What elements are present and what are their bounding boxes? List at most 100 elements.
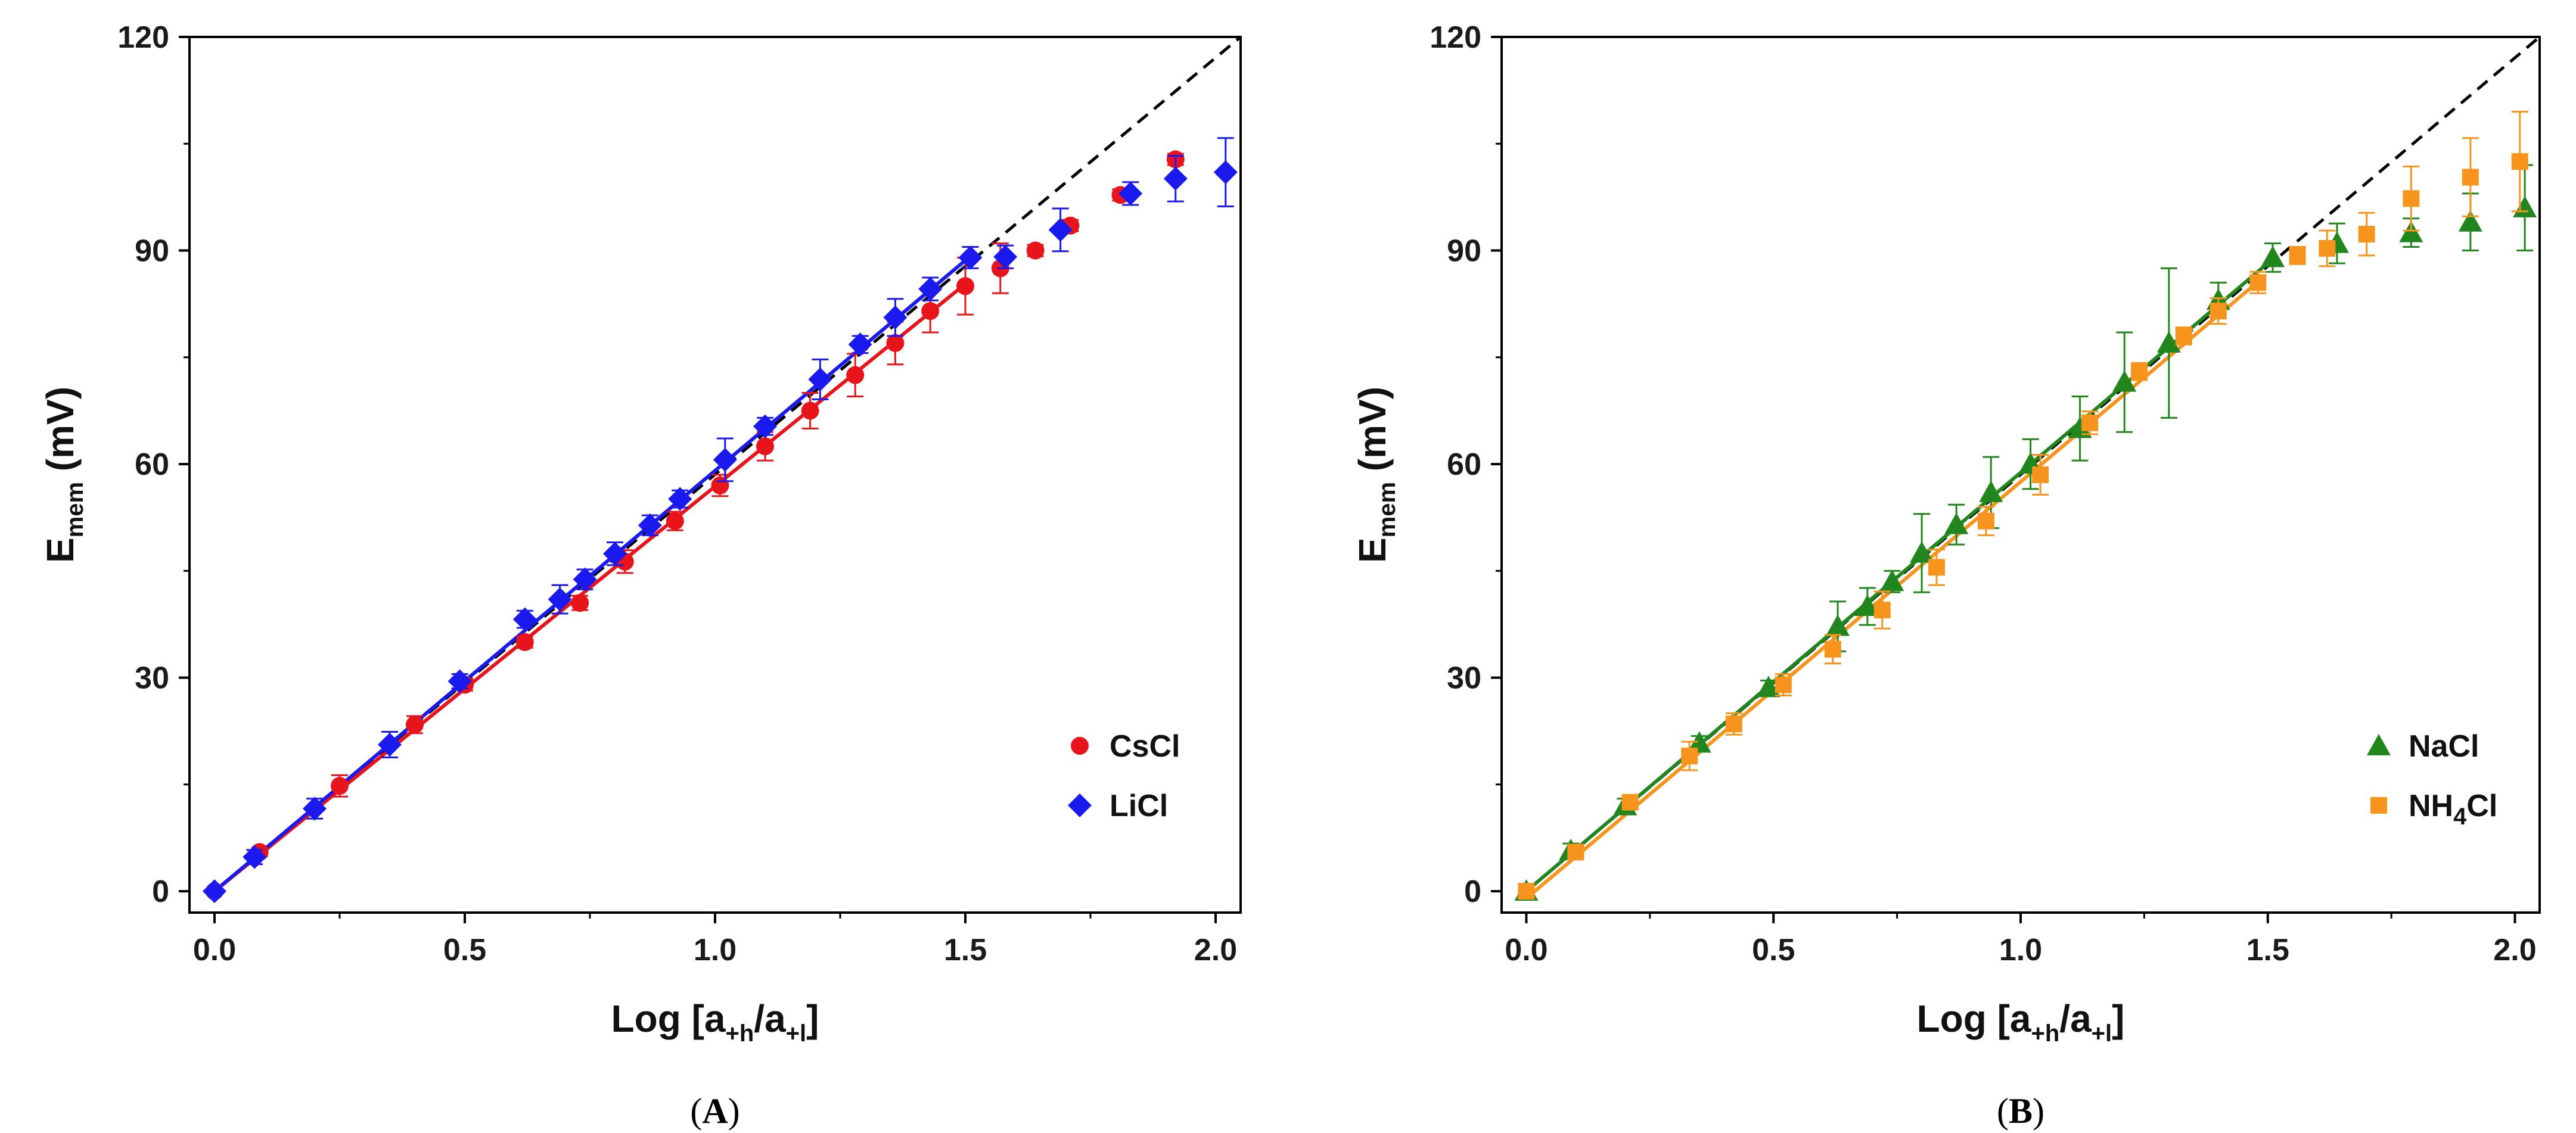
data-point-cscl [921, 302, 940, 320]
legend-marker-nh4cl [2370, 797, 2387, 814]
legend-label-licl: LiCl [1110, 789, 1168, 823]
data-point-licl [668, 487, 692, 511]
data-point-nh4cl [1681, 748, 1698, 765]
data-point-nh4cl [1775, 676, 1792, 693]
data-point-nh4cl [1621, 793, 1639, 811]
data-point-nh4cl [2319, 239, 2336, 257]
y-tick-label: 120 [1430, 20, 1481, 55]
data-point-licl [993, 245, 1018, 269]
data-point-licl [573, 567, 597, 592]
data-point-nh4cl [2462, 169, 2479, 186]
y-tick-label: 90 [135, 234, 169, 269]
data-point-nh4cl [2358, 226, 2375, 243]
data-point-cscl [515, 633, 534, 651]
data-point-licl [203, 879, 226, 904]
data-point-nh4cl [1824, 640, 1841, 658]
data-point-licl [958, 245, 983, 270]
y-tick-label: 0 [152, 874, 169, 909]
data-point-nacl [1687, 731, 1711, 753]
data-point-licl [243, 845, 267, 869]
plot-area [203, 37, 1241, 904]
data-point-nh4cl [2511, 153, 2528, 170]
data-point-licl [848, 332, 872, 357]
data-point-nh4cl [2131, 363, 2148, 380]
plot-area [1514, 37, 2540, 901]
data-point-nacl [1756, 676, 1780, 698]
data-point-nh4cl [1725, 715, 1742, 733]
legend: NaCl NH4Cl [2367, 729, 2497, 830]
data-point-nacl [2068, 416, 2092, 438]
data-point-cscl [406, 715, 424, 734]
data-point-licl [378, 732, 402, 757]
series-licl [203, 137, 1238, 904]
data-point-licl [753, 414, 777, 438]
data-point-licl [1163, 166, 1188, 191]
data-point-cscl [846, 366, 865, 384]
data-point-licl [303, 796, 327, 821]
data-point-nacl [1979, 480, 2003, 502]
data-point-licl [512, 607, 537, 631]
data-point-nh4cl [2249, 274, 2267, 291]
data-point-nacl [2458, 210, 2482, 232]
data-point-nh4cl [2403, 190, 2420, 207]
y-axis-title: Emem (mV) [1351, 387, 1400, 563]
chart-panel-b: 0.0 0.5 1.0 1.5 2.0 0 30 60 90 120 Log [a+h/a+l] Em… [1351, 20, 2541, 1131]
data-point-cscl [711, 476, 729, 494]
x-tick-label: 2.0 [1194, 933, 1237, 967]
data-point-cscl [756, 437, 774, 456]
data-point-nh4cl [2289, 247, 2306, 264]
x-axis-title: Log [a+h/a+l] [1917, 997, 2125, 1047]
x-tick-label: 1.5 [944, 933, 987, 967]
x-tick-label: 0.0 [1505, 933, 1548, 967]
data-point-nacl [2261, 245, 2285, 267]
fit-line-nacl [1525, 257, 2274, 893]
data-point-nh4cl [2032, 466, 2049, 483]
data-point-cscl [801, 401, 819, 420]
x-tick-label: 1.0 [694, 933, 737, 967]
data-point-nh4cl [2175, 327, 2192, 344]
series-cscl [206, 150, 1185, 901]
data-point-nh4cl [1518, 883, 1535, 900]
legend-label-nacl: NaCl [2409, 729, 2479, 764]
data-point-nacl [1826, 614, 1850, 636]
data-point-licl [883, 305, 908, 329]
data-point-cscl [331, 777, 349, 795]
x-tick-label: 1.5 [2246, 933, 2289, 967]
data-point-licl [448, 669, 472, 693]
data-point-nacl [2399, 220, 2423, 242]
data-point-licl [1118, 181, 1143, 206]
y-tick-label: 0 [1464, 874, 1481, 909]
y-tick-label: 30 [135, 661, 169, 696]
data-point-nh4cl [1928, 559, 1945, 576]
data-point-cscl [571, 594, 589, 612]
legend: CsCl LiCl [1068, 729, 1180, 823]
data-point-nh4cl [1567, 843, 1584, 861]
x-tick-label: 0.0 [193, 933, 236, 967]
x-tick-label: 0.5 [443, 933, 486, 967]
data-point-nacl [1944, 512, 1969, 534]
x-tick-label: 0.5 [1752, 933, 1795, 967]
data-point-cscl [956, 277, 974, 295]
x-axis-title: Log [a+h/a+l] [611, 997, 819, 1047]
series-nh4cl [1518, 110, 2528, 900]
data-point-licl [1048, 217, 1073, 242]
y-tick-label: 30 [1447, 661, 1481, 696]
data-point-nh4cl [2210, 303, 2227, 320]
data-point-licl [1213, 160, 1238, 185]
legend-marker-cscl [1071, 737, 1089, 755]
data-point-cscl [666, 512, 684, 530]
x-tick-label: 1.0 [1999, 933, 2042, 967]
data-point-nh4cl [2081, 414, 2099, 431]
y-axis-title: Emem (mV) [39, 387, 88, 563]
data-point-nacl [1910, 541, 1934, 563]
data-point-cscl [886, 334, 905, 352]
data-point-licl [808, 367, 832, 391]
data-point-nacl [1855, 594, 1879, 617]
data-point-licl [918, 277, 943, 301]
panel-label: (A) [690, 1091, 739, 1130]
y-tick-label: 60 [1447, 447, 1481, 482]
y-tick-label: 120 [117, 20, 169, 55]
y-tick-label: 90 [1447, 234, 1481, 269]
series-nacl [1514, 164, 2537, 901]
